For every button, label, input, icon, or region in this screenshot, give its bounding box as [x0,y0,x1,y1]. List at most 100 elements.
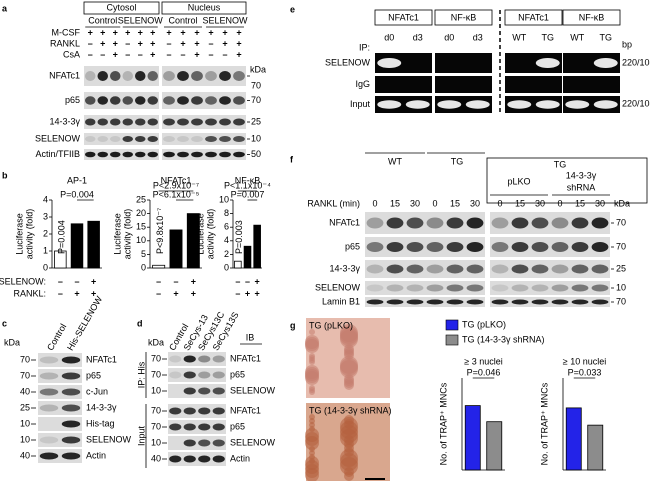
band [205,151,217,158]
label: NFATc1 [230,405,261,415]
band [366,284,384,292]
panel-label: e [290,4,295,14]
band [531,217,549,229]
label: 0 [497,198,502,208]
y-axis-label: Luciferase [112,213,122,255]
band [426,264,444,274]
blot-strip [168,384,226,398]
legend-swatch [445,319,459,331]
band [163,71,175,81]
band [191,71,203,81]
bar [152,264,166,269]
label: – [222,49,227,59]
band [183,355,196,363]
band [531,299,549,305]
label: + [150,38,155,48]
p-value: P<2.9x10⁻⁷ [153,180,199,190]
label: + [88,27,93,37]
y-tick-label: 4 [43,194,48,204]
label: kDa [614,198,630,208]
bar [253,224,261,269]
y-tick-label: 8 [224,208,229,218]
band [39,372,59,380]
label: + [236,49,241,59]
y-axis-label: activity (fold) [122,209,132,260]
blot-strip [162,149,246,160]
label: + [74,288,79,298]
label: 70 [20,370,30,380]
cell [305,365,319,379]
label: kDa [250,64,266,74]
y-tick-label: 10 [136,235,146,245]
label: – [180,49,185,59]
label: 10 [151,437,161,447]
label: + [236,27,241,37]
y-tick-label: 0 [141,262,146,272]
band [446,299,464,305]
cell [309,426,315,432]
label: TG [451,156,464,166]
band [183,439,196,447]
bar [169,229,183,269]
band [212,371,225,379]
label: 70 [151,421,161,431]
blot-strip [168,352,226,366]
band [491,264,509,274]
label: + [194,38,199,48]
band [169,423,182,431]
band [122,151,133,158]
blot-strip [435,53,492,73]
band [183,455,196,463]
label: + [255,276,260,286]
band [366,264,384,274]
band [406,242,424,252]
label: 25 [616,263,626,273]
label: Actin [230,453,250,463]
label: + [91,276,96,286]
bar [486,421,503,471]
label: kDa [4,337,20,347]
band [122,118,133,126]
band [406,264,424,274]
band [366,217,384,229]
label: Actin/TFIIB [35,149,80,159]
label: 70 [616,217,626,227]
band [205,96,217,105]
blot-strip [435,76,492,93]
y-tick-label: 25 [136,194,146,204]
label: + [194,27,199,37]
label: pLKO [507,176,530,186]
label: c-Jun [86,386,108,396]
chart-title: NFATc1 [161,175,192,185]
bar [70,223,84,269]
header-box [374,9,433,26]
band [61,436,81,444]
label: – [125,49,130,59]
band [61,372,81,380]
label: + [166,27,171,37]
label: + [222,38,227,48]
cell [344,344,354,354]
lane-label: His-SELENOW [65,294,104,352]
panel-label: f [290,154,294,164]
band [122,136,133,142]
band [507,100,532,109]
band [233,151,245,158]
cell [309,329,315,335]
blot-strip [84,149,159,160]
band [205,118,217,126]
band [551,264,569,274]
label: d3 [473,32,483,42]
label: bp [622,39,632,49]
band [511,217,529,229]
blot-strip [490,297,610,307]
header-box [562,9,621,26]
band [85,71,96,81]
band [406,284,424,292]
label: 0 [557,198,562,208]
label: 15 [390,198,400,208]
label: 220/108 [622,98,650,108]
band [491,217,509,229]
bar [87,220,100,269]
